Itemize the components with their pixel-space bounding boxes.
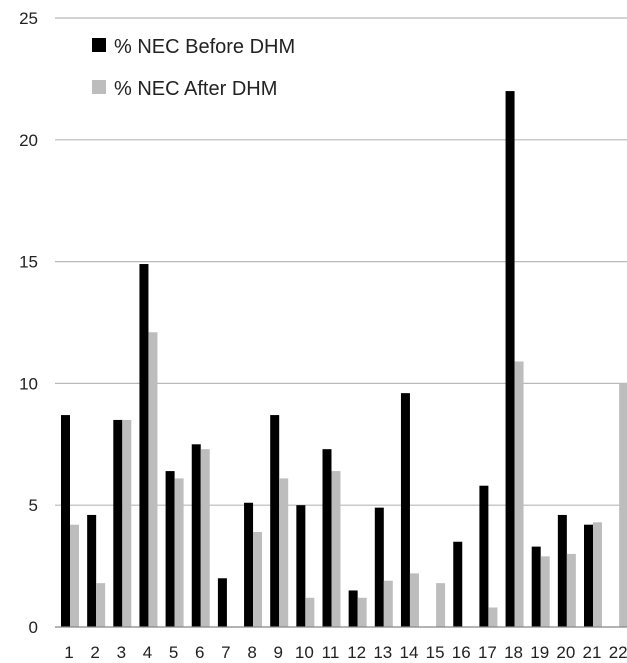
- bar-before-dhm: [400, 393, 410, 627]
- bar-after-dhm: [70, 524, 79, 627]
- bar-after-dhm: [122, 419, 132, 627]
- bar-before-dhm: [165, 471, 175, 627]
- y-tick-label: 25: [19, 9, 38, 28]
- bar-after-dhm: [253, 531, 263, 627]
- bar-before-dhm: [557, 514, 567, 627]
- bar-after-dhm: [383, 580, 393, 627]
- bar-after-dhm: [619, 383, 627, 627]
- x-tick-label: 7: [221, 643, 230, 662]
- x-tick-label: 21: [583, 643, 602, 662]
- legend-label-before: % NEC Before DHM: [114, 36, 295, 58]
- y-tick-label: 20: [19, 131, 38, 150]
- bars: [61, 91, 627, 627]
- y-tick-label: 10: [19, 374, 38, 393]
- bar-after-dhm: [331, 471, 341, 627]
- bar-after-dhm: [200, 449, 210, 627]
- x-tick-label: 2: [90, 643, 99, 662]
- x-tick-label: 8: [247, 643, 256, 662]
- bar-after-dhm: [540, 556, 550, 627]
- x-tick-label: 4: [143, 643, 152, 662]
- bar-after-dhm: [409, 573, 419, 627]
- x-tick-label: 20: [556, 643, 575, 662]
- x-tick-label: 11: [322, 643, 340, 662]
- bar-after-dhm: [96, 583, 106, 627]
- bar-before-dhm: [270, 415, 280, 627]
- x-tick-label: 15: [426, 643, 445, 662]
- x-tick-label: 6: [195, 643, 204, 662]
- x-tick-label: 16: [452, 643, 471, 662]
- bar-after-dhm: [305, 597, 315, 627]
- bar-after-dhm: [148, 332, 158, 627]
- bar-after-dhm: [357, 597, 367, 627]
- x-tick-label: 9: [273, 643, 282, 662]
- bar-after-dhm: [279, 478, 289, 627]
- bar-before-dhm: [348, 590, 358, 627]
- bar-before-dhm: [217, 578, 227, 627]
- x-tick-label: 18: [504, 643, 523, 662]
- bar-after-dhm: [514, 361, 524, 627]
- legend-swatch-after: [92, 80, 106, 94]
- legend-label-after: % NEC After DHM: [114, 78, 277, 100]
- x-tick-label: 3: [117, 643, 126, 662]
- bar-before-dhm: [322, 449, 332, 627]
- y-axis-ticks: 0 5 10 15 20 25: [19, 9, 38, 637]
- bar-before-dhm: [87, 514, 97, 627]
- bar-before-dhm: [374, 507, 384, 627]
- bar-after-dhm: [436, 583, 446, 627]
- y-tick-label: 0: [29, 618, 38, 637]
- x-tick-label: 22: [609, 643, 627, 662]
- x-tick-label: 14: [399, 643, 418, 662]
- x-tick-label: 1: [64, 643, 73, 662]
- x-tick-label: 5: [169, 643, 178, 662]
- bar-after-dhm: [488, 607, 498, 627]
- bar-before-dhm: [479, 485, 489, 627]
- legend-swatch-before: [92, 38, 106, 52]
- bar-before-dhm: [113, 419, 123, 627]
- y-tick-label: 5: [29, 496, 38, 515]
- bar-before-dhm: [505, 91, 515, 627]
- bar-before-dhm: [139, 264, 149, 627]
- legend: % NEC Before DHM % NEC After DHM: [92, 36, 295, 100]
- bar-before-dhm: [296, 505, 306, 627]
- bar-before-dhm: [191, 444, 201, 627]
- x-axis-ticks: 1 2 3 4 5 6 7 8 9 10 11 12 13 14 15 16 17 18 19 20 21 22: [64, 643, 627, 662]
- bar-after-dhm: [593, 522, 602, 627]
- y-tick-label: 15: [19, 253, 38, 272]
- x-tick-label: 10: [295, 643, 314, 662]
- bar-before-dhm: [453, 541, 463, 627]
- x-tick-label: 13: [373, 643, 392, 662]
- bar-after-dhm: [566, 553, 576, 627]
- bar-before-dhm: [584, 524, 593, 627]
- bar-before-dhm: [61, 415, 70, 627]
- bar-before-dhm: [531, 546, 541, 627]
- x-tick-label: 17: [478, 643, 497, 662]
- bar-before-dhm: [244, 502, 254, 627]
- x-tick-label: 12: [347, 643, 366, 662]
- bar-after-dhm: [174, 478, 184, 627]
- x-tick-label: 19: [530, 643, 549, 662]
